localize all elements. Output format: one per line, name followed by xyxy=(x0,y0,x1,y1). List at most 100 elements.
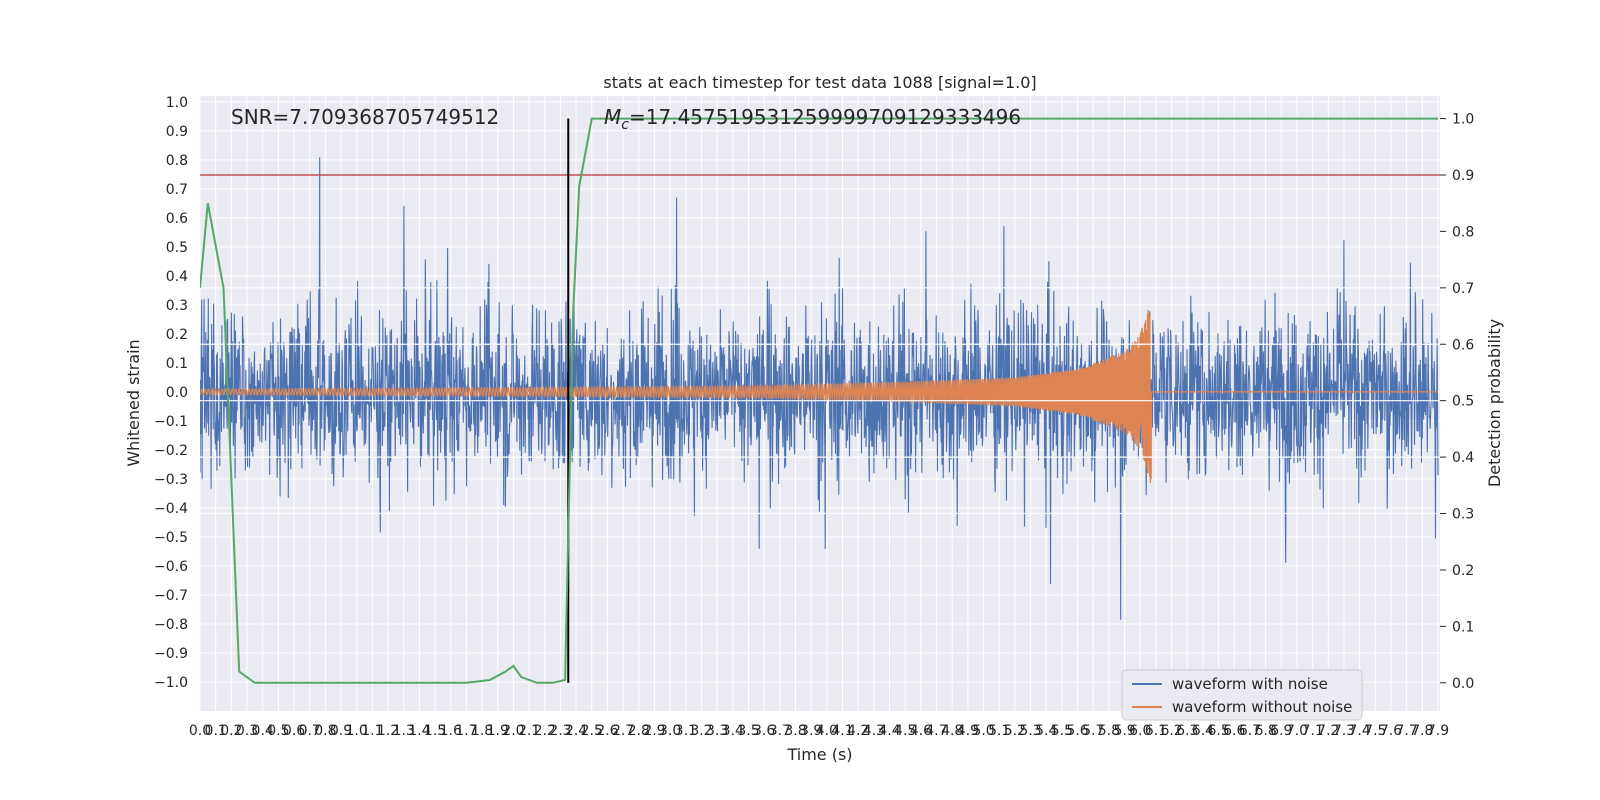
x-axis-ticks: 0.00.10.20.30.40.50.60.70.80.91.01.11.21… xyxy=(189,723,1449,739)
y-tick-label: −1.0 xyxy=(154,675,188,691)
right-tick-label: 0.3 xyxy=(1452,507,1474,523)
y-tick-label: −0.7 xyxy=(154,588,188,604)
mc-symbol: M xyxy=(604,105,621,129)
legend: waveform with noise waveform without noi… xyxy=(1121,669,1363,721)
x-tick-label: 3.9 xyxy=(800,723,822,739)
y-tick-label: −0.5 xyxy=(154,530,188,546)
y-tick-label: −0.6 xyxy=(154,559,188,575)
snr-annotation: SNR=7.709368705749512 xyxy=(231,105,499,129)
x-tick-label: 4.1 xyxy=(831,723,853,739)
y-tick-label: 0.8 xyxy=(166,153,188,169)
x-tick-label: 6.7 xyxy=(1239,723,1261,739)
x-tick-label: 2.6 xyxy=(596,723,618,739)
x-tick-label: 4.4 xyxy=(878,723,900,739)
y-tick-label: 0.9 xyxy=(166,124,188,140)
y-axis-label-right: Detection probability xyxy=(1485,319,1504,487)
x-tick-label: 6.8 xyxy=(1254,723,1276,739)
x-tick-label: 7.1 xyxy=(1302,723,1324,739)
mc-value: =17.457519531259999709129333496 xyxy=(629,105,1021,129)
x-tick-label: 5.5 xyxy=(1051,723,1073,739)
x-tick-label: 1.7 xyxy=(455,723,477,739)
mc-subscript: c xyxy=(621,117,629,133)
x-tick-label: 4.7 xyxy=(925,723,947,739)
right-tick-label: 0.0 xyxy=(1452,676,1474,692)
waveform-without-noise-series xyxy=(200,309,1438,483)
clean-waveform-line xyxy=(200,309,1438,483)
y-tick-label: 1.0 xyxy=(166,95,188,111)
x-tick-label: 2.2 xyxy=(534,723,556,739)
y-tick-label: 0.2 xyxy=(166,327,188,343)
x-tick-label: 0.9 xyxy=(330,723,352,739)
detection-probability-line xyxy=(200,117,1438,684)
x-tick-label: 6.3 xyxy=(1176,723,1198,739)
x-tick-label: 1.4 xyxy=(408,723,430,739)
x-tick-label: 3.1 xyxy=(675,723,697,739)
x-tick-label: 6.9 xyxy=(1270,723,1292,739)
right-tick-label: 0.9 xyxy=(1452,168,1474,184)
y-tick-label: 0.4 xyxy=(166,269,188,285)
y-tick-label: −0.8 xyxy=(154,617,188,633)
y-tick-label: −0.9 xyxy=(154,646,188,662)
right-tick-label: 0.8 xyxy=(1452,224,1474,240)
x-tick-label: 3.7 xyxy=(769,723,791,739)
x-tick-label: 0.8 xyxy=(314,723,336,739)
x-tick-label: 2.7 xyxy=(612,723,634,739)
x-tick-label: 2.5 xyxy=(581,723,603,739)
x-axis-label: Time (s) xyxy=(786,745,852,764)
x-tick-label: 5.3 xyxy=(1019,723,1041,739)
x-tick-label: 4.2 xyxy=(847,723,869,739)
x-tick-label: 5.9 xyxy=(1113,723,1135,739)
legend-label-clean: waveform without noise xyxy=(1172,698,1352,716)
y-tick-label: −0.1 xyxy=(154,414,188,430)
legend-label-noise: waveform with noise xyxy=(1172,675,1328,693)
x-tick-label: 5.7 xyxy=(1082,723,1104,739)
x-tick-label: 7.9 xyxy=(1427,723,1449,739)
x-tick-label: 7.8 xyxy=(1411,723,1433,739)
x-tick-label: 5.1 xyxy=(988,723,1010,739)
x-tick-label: 5.8 xyxy=(1098,723,1120,739)
x-tick-label: 5.2 xyxy=(1004,723,1026,739)
right-tick-label: 0.5 xyxy=(1452,394,1474,410)
x-tick-label: 4.0 xyxy=(816,723,838,739)
x-tick-label: 3.3 xyxy=(706,723,728,739)
x-tick-label: 0.6 xyxy=(283,723,305,739)
x-tick-label: 7.6 xyxy=(1380,723,1402,739)
x-tick-label: 0.3 xyxy=(236,723,258,739)
x-tick-label: 5.4 xyxy=(1035,723,1057,739)
x-tick-label: 2.9 xyxy=(643,723,665,739)
x-tick-label: 2.4 xyxy=(565,723,587,739)
x-tick-label: 7.0 xyxy=(1286,723,1308,739)
left-axis-ticks: 1.0 0.9 0.8 0.7 0.6 0.5 0.4 0.3 0.2 0.1 0.0 −0.1 −0.… xyxy=(154,95,188,691)
y-axis-label: Whitened strain xyxy=(124,339,143,466)
y-tick-label: 0.0 xyxy=(166,385,188,401)
x-tick-label: 7.7 xyxy=(1396,723,1418,739)
x-tick-label: 3.0 xyxy=(659,723,681,739)
x-tick-label: 5.0 xyxy=(972,723,994,739)
x-tick-label: 4.5 xyxy=(894,723,916,739)
y-tick-label: 0.6 xyxy=(166,211,188,227)
x-tick-label: 6.5 xyxy=(1207,723,1229,739)
x-tick-label: 6.6 xyxy=(1223,723,1245,739)
x-tick-label: 3.2 xyxy=(690,723,712,739)
right-tick-label: 1.0 xyxy=(1452,112,1474,128)
x-tick-label: 2.8 xyxy=(628,723,650,739)
x-tick-label: 1.8 xyxy=(471,723,493,739)
overlays xyxy=(200,117,1440,684)
x-tick-label: 4.3 xyxy=(863,723,885,739)
x-tick-label: 1.3 xyxy=(393,723,415,739)
y-tick-label: 0.3 xyxy=(166,298,188,314)
x-tick-label: 0.1 xyxy=(205,723,227,739)
x-tick-label: 0.4 xyxy=(252,723,274,739)
x-tick-label: 4.8 xyxy=(941,723,963,739)
y-tick-label: −0.3 xyxy=(154,472,188,488)
x-tick-label: 1.2 xyxy=(377,723,399,739)
x-tick-label: 6.0 xyxy=(1129,723,1151,739)
x-tick-label: 7.2 xyxy=(1317,723,1339,739)
x-tick-label: 4.6 xyxy=(910,723,932,739)
x-tick-label: 4.9 xyxy=(957,723,979,739)
x-tick-label: 3.8 xyxy=(784,723,806,739)
x-tick-label: 0.2 xyxy=(220,723,242,739)
right-axis-ticks: 1.0 0.9 0.8 0.7 0.6 0.5 0.4 0.3 0.2 0.1 0.0 xyxy=(1440,112,1474,692)
x-tick-label: 0.5 xyxy=(267,723,289,739)
